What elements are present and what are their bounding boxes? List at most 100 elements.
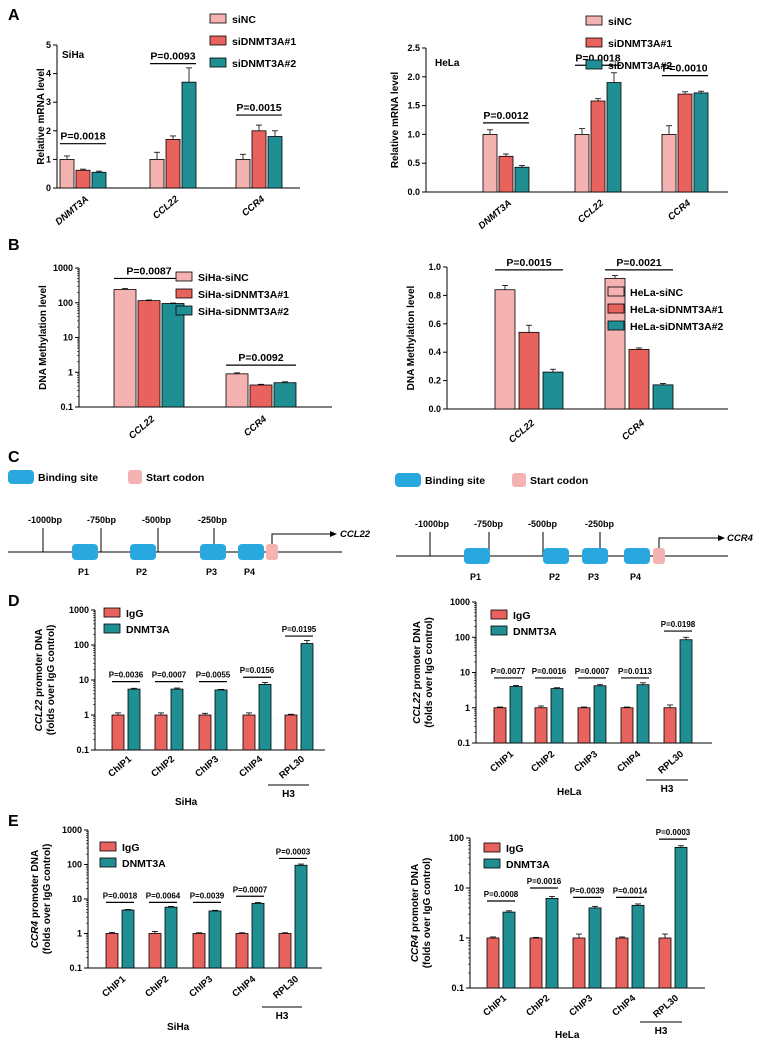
bar <box>225 373 249 408</box>
y-tick-label: 1000 <box>450 597 470 607</box>
y-tick-label: 0.1 <box>457 738 470 748</box>
start-codon <box>653 548 665 564</box>
x-category-label: ChIP2 <box>529 749 557 775</box>
binding-site-legend-swatch <box>395 473 421 487</box>
bar <box>121 909 135 969</box>
legend-label: HeLa-siDNMT3A#2 <box>630 321 724 333</box>
p-value-label: P=0.0012 <box>483 110 528 122</box>
panel-letter-e: E <box>8 813 19 830</box>
site-label: P2 <box>549 572 560 582</box>
position-label: -750bp <box>87 515 117 525</box>
legend-swatch <box>175 271 193 282</box>
bar <box>251 130 267 189</box>
bar <box>235 933 249 969</box>
bar <box>105 933 119 969</box>
legend-label: siNC <box>232 14 256 26</box>
legend-swatch <box>490 625 508 636</box>
legend-swatch <box>585 15 603 26</box>
y-tick-label: 0.0 <box>428 404 441 414</box>
bar <box>164 906 178 969</box>
y-axis-label-2: (folds over IgG control) <box>424 617 435 728</box>
legend-label: DNMT3A <box>126 624 170 636</box>
site-label: P1 <box>470 572 481 582</box>
y-axis-label: DNA Methylation level <box>38 285 49 390</box>
y-tick-label: 2.5 <box>407 43 420 53</box>
legend-label: SiHa-siDNMT3A#2 <box>198 306 289 318</box>
binding-site-p1 <box>464 548 490 564</box>
bar <box>214 689 228 751</box>
chart-e-siha: 0.1 1 10 100 1000 CCR4 promoter DNA (folds ove… <box>30 825 322 1033</box>
y-tick-label: 1 <box>77 929 82 939</box>
y-axis-label: CCR4 promoter DNA <box>410 864 421 962</box>
p-value-label: P=0.0018 <box>103 891 138 900</box>
site-label: P1 <box>78 567 89 577</box>
bar <box>482 133 498 193</box>
bar <box>192 933 206 969</box>
p-value-label: P=0.0055 <box>196 671 231 680</box>
legend-label: SiHa-siNC <box>198 272 249 284</box>
bar <box>620 707 634 744</box>
bar <box>198 714 212 751</box>
cell-label: SiHa <box>175 797 198 808</box>
arrow-head <box>718 535 725 541</box>
gene-label: CCL22 <box>340 529 371 540</box>
bar <box>161 303 185 408</box>
binding-site-p2 <box>130 544 156 560</box>
p-value-label: P=0.0087 <box>126 265 171 277</box>
bar <box>300 643 314 751</box>
panel-letter-d: D <box>8 593 20 610</box>
p-value-label: P=0.0092 <box>238 352 283 364</box>
p-value-label: P=0.0039 <box>190 891 225 900</box>
y-tick-label: 100 <box>67 860 82 870</box>
site-label: P4 <box>244 567 255 577</box>
bar <box>677 93 693 193</box>
bar <box>273 382 297 408</box>
y-axis-label-text: promoter DNA <box>412 621 423 692</box>
x-category-label: ChIP2 <box>524 993 552 1019</box>
bar <box>249 384 273 408</box>
h3-label: H3 <box>661 784 674 795</box>
bar <box>242 714 256 751</box>
y-tick-label: 10 <box>72 894 82 904</box>
y-tick-label: 1 <box>465 703 470 713</box>
bar <box>604 277 626 410</box>
bar <box>534 707 548 744</box>
y-tick-label: 3 <box>46 97 51 107</box>
site-label: P3 <box>588 572 599 582</box>
binding-site-legend-swatch <box>8 470 34 484</box>
bar <box>258 683 272 751</box>
bar <box>663 707 677 744</box>
schematic-right: Binding site Start codon -1000bp -750bp … <box>395 473 754 582</box>
y-axis-label-text: promoter DNA <box>30 850 41 921</box>
panel-letter-b: B <box>8 237 20 254</box>
binding-site-legend-label: Binding site <box>425 475 485 487</box>
p-value-label: P=0.0021 <box>616 257 661 269</box>
y-tick-label: 0.1 <box>69 963 82 973</box>
binding-site-legend-label: Binding site <box>38 472 98 484</box>
binding-site-p3 <box>582 548 608 564</box>
p-value-label: P=0.0007 <box>575 667 610 676</box>
chart-b-siha: 0.1 1 10 100 1000 DNA Methylation level CCL22 C… <box>38 263 332 442</box>
cell-label: HeLa <box>555 1030 580 1041</box>
legend-swatch <box>209 13 227 24</box>
p-value-label: P=0.0016 <box>527 877 562 886</box>
x-category-label: DNMT3A <box>477 198 514 232</box>
y-tick-label: 2 <box>46 126 51 136</box>
p-value-label: P=0.0195 <box>282 625 317 634</box>
legend-label: SiHa-siDNMT3A#1 <box>198 289 289 301</box>
p-value-label: P=0.0003 <box>656 828 691 837</box>
x-category-label: RPL30 <box>277 754 307 781</box>
x-category-label: CCL22 <box>507 417 538 445</box>
legend-label: DNMT3A <box>513 626 557 638</box>
x-category-label: ChIP4 <box>610 992 638 1018</box>
y-tick-label: 0.1 <box>451 983 464 993</box>
y-axis-label-2: (folds over IgG control) <box>46 625 57 736</box>
y-tick-label: 10 <box>79 675 89 685</box>
x-category-label: ChIP2 <box>143 974 171 1000</box>
x-category-label: RPL30 <box>656 749 686 776</box>
bar <box>529 937 543 989</box>
legend-label: DNMT3A <box>122 858 166 870</box>
panel-letter-c: C <box>8 449 20 466</box>
p-value-label: P=0.0039 <box>570 886 605 895</box>
x-category-label: CCR4 <box>242 413 269 439</box>
